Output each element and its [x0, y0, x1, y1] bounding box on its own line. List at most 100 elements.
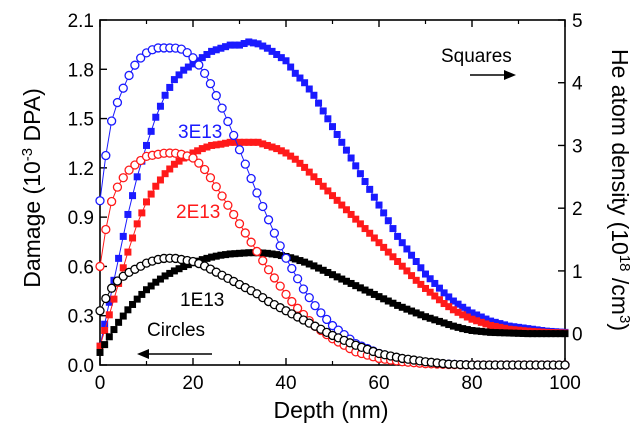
annotation-squares: Squares: [441, 46, 512, 67]
square-marker: [561, 330, 569, 338]
square-marker: [412, 258, 420, 265]
circle-marker: [118, 173, 128, 183]
square-marker: [268, 250, 276, 258]
square-marker: [138, 290, 146, 298]
square-marker: [426, 275, 434, 283]
square-marker: [152, 113, 160, 121]
series-layer: [95, 38, 570, 370]
circle-marker: [205, 79, 216, 89]
square-marker: [329, 123, 336, 131]
circle-marker: [310, 301, 320, 311]
circle-marker: [252, 188, 262, 198]
circle-marker: [223, 200, 233, 210]
y-right-tick-label: 4: [572, 74, 583, 95]
damage-series-line: [99, 47, 565, 366]
square-marker: [482, 328, 490, 336]
square-marker: [138, 209, 146, 217]
square-marker: [133, 220, 141, 228]
x-tick-label: 20: [182, 373, 203, 394]
square-marker: [403, 305, 411, 313]
square-marker: [347, 279, 355, 287]
square-marker: [147, 282, 155, 290]
circle-marker: [229, 130, 239, 141]
square-marker: [342, 146, 350, 154]
square-marker: [445, 293, 453, 301]
square-marker: [482, 315, 490, 323]
square-marker: [394, 258, 402, 265]
arrow-right-icon: [470, 70, 516, 80]
square-marker: [124, 210, 132, 218]
square-marker: [449, 306, 457, 314]
square-marker: [524, 330, 532, 338]
square-marker: [556, 330, 564, 338]
y-right-label-sup2: 3: [617, 315, 632, 323]
circle-marker: [316, 308, 326, 318]
square-marker: [226, 250, 234, 258]
square-marker: [217, 251, 225, 259]
square-marker: [380, 295, 388, 303]
square-marker: [273, 251, 281, 259]
square-marker: [440, 300, 448, 308]
square-marker: [380, 209, 388, 217]
square-marker: [119, 264, 127, 272]
circle-marker: [106, 283, 117, 293]
y-right-label-tail: ): [607, 323, 632, 331]
circle-marker: [275, 281, 285, 291]
y-left-tick-label: 0.6: [68, 257, 94, 278]
square-marker: [305, 260, 313, 268]
y-right-label-sup1: 18: [617, 255, 632, 272]
square-marker: [329, 192, 336, 200]
he-series-line: [99, 141, 566, 347]
square-marker: [194, 147, 202, 155]
square-marker: [389, 225, 397, 233]
circle-marker: [258, 201, 268, 212]
square-marker: [468, 327, 476, 334]
square-marker: [124, 306, 132, 314]
circle-marker: [101, 150, 111, 161]
circle-marker: [234, 145, 245, 155]
circle-marker: [182, 48, 192, 58]
circle-marker: [217, 103, 227, 113]
square-marker: [361, 225, 369, 233]
square-marker: [431, 316, 439, 324]
square-marker: [259, 140, 267, 148]
square-marker: [175, 157, 183, 165]
x-tick-label: 80: [461, 373, 482, 394]
y-left-tick-label: 2.1: [68, 11, 94, 32]
square-marker: [468, 309, 476, 317]
square-marker: [161, 170, 169, 178]
square-marker: [161, 91, 169, 99]
circle-marker: [246, 173, 256, 184]
square-marker: [236, 41, 243, 49]
square-marker: [408, 307, 416, 315]
square-marker: [240, 138, 248, 146]
square-marker: [231, 250, 239, 258]
square-marker: [445, 321, 453, 329]
x-tick-label: 100: [549, 373, 581, 394]
square-marker: [473, 317, 481, 325]
circle-marker: [101, 293, 111, 304]
y-left-tick-label: 1.2: [68, 159, 94, 180]
circle-marker: [229, 209, 239, 220]
circle-marker: [223, 116, 233, 127]
square-marker: [505, 325, 513, 333]
square-marker: [338, 275, 346, 283]
square-marker: [329, 271, 336, 279]
square-marker: [170, 160, 178, 168]
square-marker: [105, 333, 113, 341]
square-marker: [487, 328, 495, 336]
square-marker: [156, 275, 164, 283]
square-marker: [496, 320, 504, 328]
square-marker: [129, 234, 137, 242]
square-marker: [389, 299, 397, 307]
square-marker: [342, 206, 350, 214]
circle-marker: [130, 60, 140, 70]
square-marker: [105, 298, 113, 306]
square-marker: [473, 311, 481, 319]
square-marker: [105, 311, 113, 319]
square-marker: [110, 326, 118, 334]
square-marker: [212, 141, 220, 149]
damage-series-1e13: [95, 253, 570, 370]
square-marker: [533, 330, 541, 338]
